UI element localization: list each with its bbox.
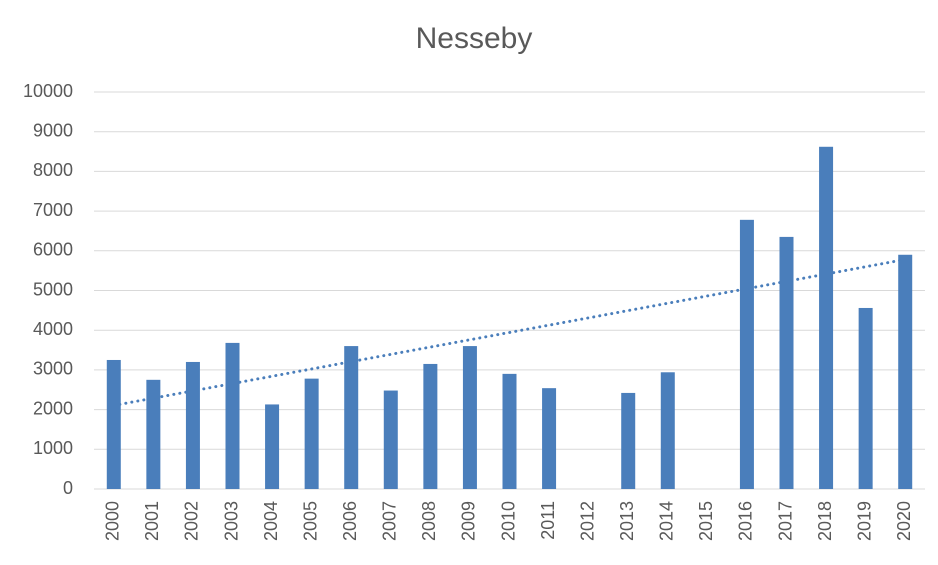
bar <box>660 372 675 489</box>
trendline <box>112 257 907 407</box>
bar <box>779 236 794 489</box>
x-tick-label: 2000 <box>103 501 123 541</box>
y-tick-label: 1000 <box>33 438 73 458</box>
y-tick-label: 4000 <box>33 319 73 339</box>
x-tick-label: 2002 <box>182 501 202 541</box>
bar <box>304 378 319 489</box>
y-tick-label: 5000 <box>33 279 73 299</box>
y-tick-label: 7000 <box>33 200 73 220</box>
x-tick-label: 2015 <box>696 501 716 541</box>
x-tick-label: 2008 <box>419 501 439 541</box>
y-tick-label: 2000 <box>33 398 73 418</box>
bar <box>423 363 438 489</box>
y-tick-label: 3000 <box>33 359 73 379</box>
x-tick-label: 2004 <box>261 501 281 541</box>
bar <box>462 346 477 489</box>
bar <box>502 373 517 489</box>
y-tick-label: 6000 <box>33 240 73 260</box>
bar <box>542 388 557 489</box>
bar <box>858 307 873 489</box>
y-tick-label: 8000 <box>33 160 73 180</box>
x-tick-label: 2010 <box>498 501 518 541</box>
x-tick-label: 2020 <box>894 501 914 541</box>
x-tick-label: 2019 <box>854 501 874 541</box>
x-tick-label: 2012 <box>577 501 597 541</box>
bar <box>621 392 636 489</box>
x-tick-label: 2009 <box>459 501 479 541</box>
bar <box>819 146 834 489</box>
bar <box>265 404 280 489</box>
x-tick-label: 2011 <box>538 501 558 540</box>
x-tick-label: 2014 <box>657 501 677 541</box>
bar <box>739 219 754 490</box>
x-tick-label: 2003 <box>221 501 241 541</box>
bar <box>225 342 240 489</box>
y-tick-label: 0 <box>63 478 73 498</box>
bar <box>344 346 359 489</box>
bar <box>106 359 121 489</box>
x-tick-label: 2007 <box>380 501 400 541</box>
bar <box>383 390 398 489</box>
x-tick-label: 2006 <box>340 501 360 541</box>
x-tick-label: 2017 <box>775 501 795 541</box>
y-tick-label: 9000 <box>33 120 73 140</box>
chart-title: Nesseby <box>416 22 533 55</box>
bar <box>185 361 200 489</box>
bar <box>898 254 913 489</box>
x-tick-label: 2018 <box>815 501 835 541</box>
x-tick-label: 2016 <box>736 501 756 541</box>
x-tick-label: 2005 <box>300 501 320 541</box>
x-tick-label: 2013 <box>617 501 637 541</box>
y-tick-label: 10000 <box>23 81 73 101</box>
x-tick-label: 2001 <box>142 501 162 541</box>
bar <box>146 379 161 489</box>
